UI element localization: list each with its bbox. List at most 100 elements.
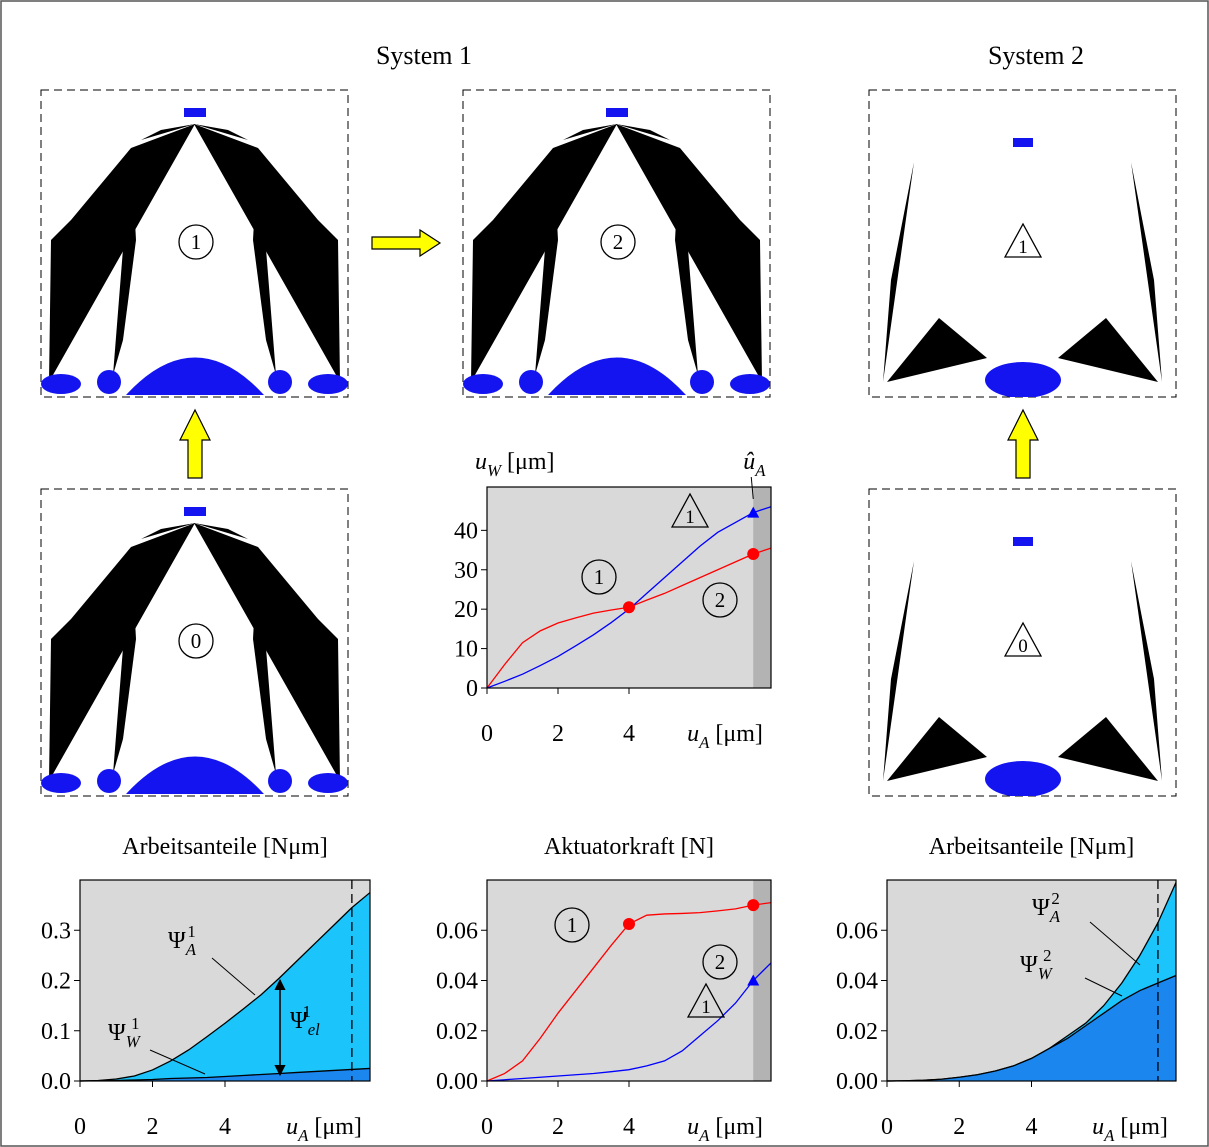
y-tick-label: 0.00: [436, 1069, 478, 1095]
y-tick-label: 0.02: [836, 1019, 878, 1045]
y-tick-label: 0.2: [41, 969, 71, 995]
annotation-frame: [554, 907, 590, 943]
marker: [623, 601, 635, 614]
x-axis-label-sub: A: [698, 1126, 710, 1145]
highlight-band: [753, 880, 771, 1081]
transition-arrow: [371, 228, 442, 258]
annotation-frame: [686, 982, 726, 1018]
x-axis-label: uA [μm]: [687, 721, 763, 752]
x-tick-label: 2: [147, 1114, 159, 1140]
area: [887, 975, 1176, 1081]
series-label: ΨW1: [108, 1014, 142, 1051]
x-tick-label: 4: [219, 1114, 231, 1140]
area-outline: [79, 1067, 371, 1082]
marker: [747, 506, 760, 518]
annotation: 1: [594, 565, 605, 589]
structure-label-frame: [1003, 222, 1043, 258]
structure-label-frame: [1003, 621, 1043, 657]
y-tick-label: 0.1: [41, 1019, 71, 1045]
x-tick-label: 0: [481, 721, 493, 747]
highlight-label-sub: A: [754, 461, 766, 480]
annotation-frame: [581, 559, 617, 595]
x-axis-label-base: u: [687, 1114, 699, 1140]
x-axis-label: uA [μm]: [687, 1114, 763, 1145]
y-tick-label: 20: [454, 597, 478, 623]
design-box: [868, 89, 1177, 398]
y-tick-label: 0.04: [836, 969, 878, 995]
series-label: ΨA1: [168, 922, 197, 959]
annotation: 1: [567, 913, 578, 937]
marker: [747, 899, 760, 912]
header: System 1: [376, 41, 472, 70]
design-box: [462, 89, 771, 398]
x-axis-label-base: u: [1092, 1114, 1104, 1140]
series-label-sup: 2: [1051, 889, 1059, 908]
series-label-sub: A: [1049, 907, 1061, 926]
structure-label-frame: [600, 224, 636, 260]
plot-background: [487, 487, 771, 688]
x-axis-label-sub: A: [698, 733, 710, 752]
arrows: [179, 228, 1039, 479]
series-label-sup: 2: [1043, 946, 1051, 965]
area-outline: [886, 974, 1177, 1082]
y-tick-label: 40: [454, 518, 478, 544]
series-label-base: Ψ: [108, 1020, 126, 1046]
annotation-frame: [702, 582, 738, 618]
x-axis-label-sub: A: [1103, 1126, 1115, 1145]
plot-background: [487, 880, 771, 1081]
x-tick-label: 4: [1026, 1114, 1038, 1140]
chart-title: Arbeitsanteile [Nμm]: [122, 834, 327, 860]
area: [80, 1068, 370, 1081]
series-label-sup: 1: [131, 1014, 139, 1033]
y-axis-label-sub: W: [487, 461, 503, 480]
series-label: ΨW2: [1020, 946, 1054, 983]
y-axis-label-rest: [μm]: [501, 449, 555, 475]
y-tick-label: 0.04: [436, 969, 478, 995]
x-tick-label: 0: [74, 1114, 86, 1140]
y-axis-label-base: u: [475, 449, 487, 475]
x-axis-label-sub: A: [297, 1126, 309, 1145]
annotation-frame: [670, 492, 710, 528]
marker: [747, 974, 760, 986]
marker: [623, 917, 635, 930]
structure-label-frame: [178, 224, 214, 260]
area-outline: [79, 892, 371, 1082]
x-tick-label: 2: [552, 721, 564, 747]
structure-label: 0: [191, 629, 202, 653]
highlight-label: ûA: [743, 449, 766, 480]
annotation-frame: [702, 944, 738, 980]
design-box: [40, 89, 349, 398]
highlight-band: [753, 487, 771, 688]
x-tick-label: 4: [623, 1114, 635, 1140]
topologies: [40, 89, 1177, 797]
x-axis-label-rest: [μm]: [709, 1114, 763, 1140]
topology: [874, 138, 1171, 398]
x-axis-label-rest: [μm]: [308, 1114, 362, 1140]
y-tick-label: 0.0: [41, 1069, 71, 1095]
inner-label-base: Ψ: [290, 1008, 308, 1034]
leader-line: [1089, 921, 1141, 966]
highlight-label-base: û: [743, 449, 755, 475]
header: System 2: [988, 41, 1084, 70]
series-label: ΨA2: [1032, 889, 1061, 926]
series-label-sub: A: [185, 940, 197, 959]
x-tick-label: 4: [623, 721, 635, 747]
annotation: 2: [715, 950, 726, 974]
annotation: 1: [701, 997, 711, 1018]
transition-arrow: [179, 408, 211, 479]
annotation: 2: [715, 588, 726, 612]
marker: [747, 548, 760, 560]
leader-line: [1084, 977, 1123, 997]
series-label-sub: W: [1038, 964, 1054, 983]
topology: [874, 537, 1171, 797]
chart-title: Arbeitsanteile [Nμm]: [929, 834, 1134, 860]
structure-label: 1: [1018, 237, 1028, 258]
series-label-base: Ψ: [168, 928, 186, 954]
leader-line: [211, 957, 256, 996]
y-tick-label: 0.00: [836, 1069, 878, 1095]
design-box: [40, 488, 349, 797]
series-label-base: Ψ: [1020, 952, 1038, 978]
inner-label-sup: 1: [303, 1002, 311, 1021]
x-axis-label-base: u: [687, 721, 699, 747]
